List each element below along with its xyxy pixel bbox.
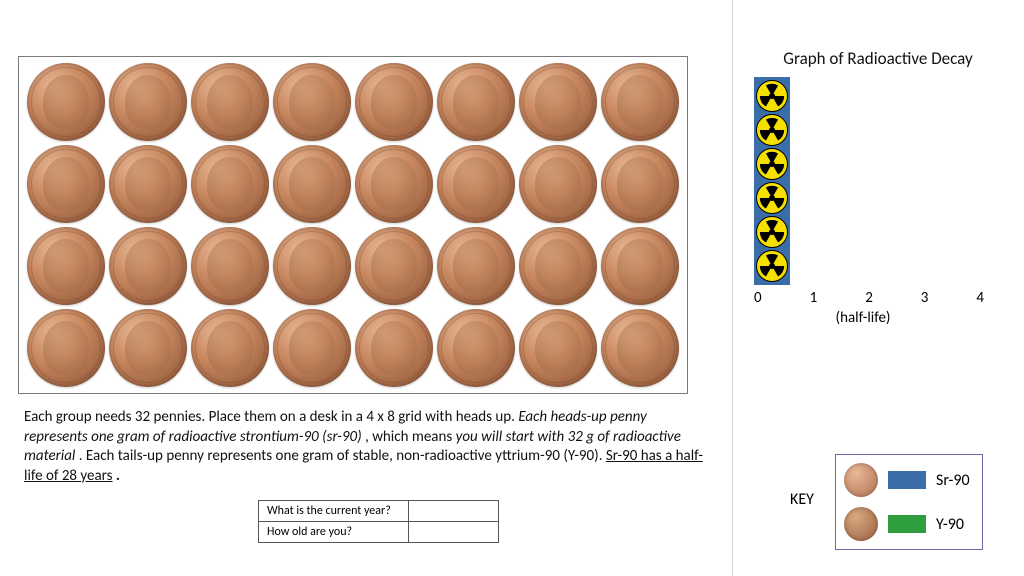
x-axis-ticks: 0 1 2 3 4 — [754, 289, 984, 307]
radiation-icon — [756, 216, 788, 248]
penny-heads — [273, 63, 351, 141]
radiation-icon — [756, 80, 788, 112]
penny-heads — [601, 63, 679, 141]
penny-heads — [109, 63, 187, 141]
penny-heads — [27, 63, 105, 141]
penny-heads — [519, 309, 597, 387]
answer-cell[interactable] — [409, 501, 499, 522]
table-row: How old are you? — [259, 522, 499, 543]
instr-part: , which means — [365, 428, 456, 446]
penny-heads — [273, 227, 351, 305]
legend-row-sr: Sr-90 — [844, 463, 970, 497]
chart-bar-0 — [754, 77, 790, 285]
penny-heads — [355, 145, 433, 223]
penny-heads-icon — [844, 463, 878, 497]
radiation-icon — [756, 250, 788, 282]
x-tick: 0 — [754, 289, 762, 307]
legend-text: Sr-90 — [936, 471, 970, 490]
sr-swatch — [888, 471, 926, 489]
x-tick: 1 — [810, 289, 818, 307]
vertical-divider — [732, 0, 733, 576]
penny-heads — [27, 309, 105, 387]
penny-heads — [27, 227, 105, 305]
penny-heads — [109, 309, 187, 387]
table-row: What is the current year? — [259, 501, 499, 522]
penny-tails-icon — [844, 507, 878, 541]
penny-heads — [519, 227, 597, 305]
legend-box: Sr-90 Y-90 — [835, 454, 983, 550]
penny-heads — [601, 227, 679, 305]
x-tick: 4 — [976, 289, 984, 307]
radiation-icon — [756, 114, 788, 146]
chart-title: Graph of Radioactive Decay — [748, 48, 1008, 69]
penny-heads — [191, 63, 269, 141]
legend-row-y: Y-90 — [844, 507, 970, 541]
key-heading: KEY — [790, 490, 814, 509]
penny-heads — [355, 309, 433, 387]
penny-heads — [191, 145, 269, 223]
radiation-icon — [756, 182, 788, 214]
penny-heads — [191, 227, 269, 305]
instr-part: . Each tails-up penny represents one gra… — [79, 447, 606, 465]
penny-heads — [437, 63, 515, 141]
penny-heads — [273, 145, 351, 223]
questions-table: What is the current year? How old are yo… — [258, 500, 499, 543]
radiation-icon — [756, 148, 788, 180]
legend-text: Y-90 — [936, 515, 964, 534]
x-tick: 3 — [921, 289, 929, 307]
penny-heads — [273, 309, 351, 387]
penny-heads — [191, 309, 269, 387]
x-axis-label: (half-life) — [748, 309, 978, 327]
question-cell: What is the current year? — [259, 501, 409, 522]
answer-cell[interactable] — [409, 522, 499, 543]
penny-heads — [601, 309, 679, 387]
penny-heads — [601, 145, 679, 223]
penny-heads — [437, 227, 515, 305]
penny-heads — [355, 63, 433, 141]
penny-heads — [27, 145, 105, 223]
penny-heads — [519, 63, 597, 141]
instr-part: Each group needs 32 pennies. Place them … — [24, 408, 518, 426]
penny-heads — [355, 227, 433, 305]
x-tick: 2 — [865, 289, 873, 307]
penny-heads — [109, 145, 187, 223]
penny-heads — [109, 227, 187, 305]
y-swatch — [888, 515, 926, 533]
instr-part: . — [116, 467, 120, 485]
decay-chart: Graph of Radioactive Decay 0 1 2 3 4 (ha… — [748, 48, 1008, 327]
penny-heads — [437, 309, 515, 387]
question-cell: How old are you? — [259, 522, 409, 543]
penny-heads — [519, 145, 597, 223]
penny-grid — [18, 56, 688, 394]
penny-heads — [437, 145, 515, 223]
instructions-text: Each group needs 32 pennies. Place them … — [24, 408, 704, 486]
